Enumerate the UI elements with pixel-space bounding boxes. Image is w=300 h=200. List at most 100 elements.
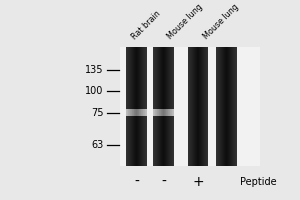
Bar: [167, 47, 168, 166]
Bar: [132, 47, 133, 166]
Text: 63: 63: [91, 140, 104, 150]
Bar: [163, 109, 164, 116]
Bar: [173, 47, 174, 166]
Bar: [164, 109, 165, 116]
Bar: [222, 47, 223, 166]
Bar: [159, 109, 160, 116]
Bar: [170, 47, 171, 166]
Bar: [157, 109, 158, 116]
Bar: [169, 47, 170, 166]
Bar: [127, 47, 128, 166]
Bar: [192, 47, 193, 166]
Bar: [129, 109, 130, 116]
Bar: [134, 47, 135, 166]
Bar: [165, 109, 166, 116]
Bar: [170, 109, 171, 116]
Bar: [201, 47, 202, 166]
Text: 100: 100: [85, 86, 103, 96]
Bar: [169, 47, 170, 166]
Bar: [136, 109, 137, 116]
Bar: [153, 47, 154, 166]
Bar: [155, 109, 156, 116]
Bar: [139, 109, 140, 116]
Bar: [145, 109, 146, 116]
Bar: [221, 47, 222, 166]
Bar: [133, 47, 134, 166]
Bar: [138, 109, 139, 116]
Text: Rat brain: Rat brain: [130, 9, 163, 41]
Bar: [233, 47, 234, 166]
Bar: [199, 47, 200, 166]
Text: +: +: [192, 175, 204, 189]
Bar: [167, 109, 168, 116]
Bar: [139, 47, 140, 166]
Bar: [220, 47, 221, 166]
Bar: [131, 47, 132, 166]
Bar: [172, 109, 173, 116]
Bar: [137, 47, 138, 166]
Bar: [188, 47, 189, 166]
Bar: [126, 47, 127, 166]
Bar: [166, 109, 167, 116]
Bar: [236, 47, 237, 166]
Bar: [206, 47, 207, 166]
Bar: [143, 47, 144, 166]
Bar: [135, 47, 136, 166]
Bar: [216, 47, 217, 166]
Bar: [217, 47, 218, 166]
Bar: [189, 47, 190, 166]
Bar: [161, 109, 162, 116]
Bar: [234, 47, 235, 166]
Bar: [228, 47, 229, 166]
Text: -: -: [161, 175, 166, 189]
Bar: [146, 109, 147, 116]
Text: Mouse lung: Mouse lung: [202, 2, 241, 41]
Bar: [196, 47, 197, 166]
Bar: [137, 109, 138, 116]
Bar: [164, 47, 165, 166]
Bar: [168, 47, 169, 166]
Bar: [161, 47, 162, 166]
Text: -: -: [134, 175, 139, 189]
Text: 135: 135: [85, 65, 104, 75]
Bar: [224, 47, 225, 166]
Bar: [190, 47, 191, 166]
Bar: [153, 109, 154, 116]
Bar: [132, 109, 133, 116]
Bar: [162, 109, 163, 116]
Bar: [219, 47, 220, 166]
Bar: [171, 47, 172, 166]
Bar: [141, 109, 142, 116]
Bar: [128, 109, 129, 116]
Bar: [172, 47, 173, 166]
Bar: [232, 47, 233, 166]
Bar: [205, 47, 206, 166]
Bar: [156, 47, 157, 166]
Bar: [200, 47, 201, 166]
Bar: [140, 47, 141, 166]
Bar: [171, 109, 172, 116]
Bar: [227, 47, 228, 166]
Bar: [204, 47, 205, 166]
Bar: [223, 47, 224, 166]
Bar: [128, 47, 129, 166]
Bar: [146, 47, 147, 166]
Text: Mouse lung: Mouse lung: [166, 2, 205, 41]
Bar: [126, 109, 127, 116]
Bar: [162, 47, 163, 166]
Bar: [158, 109, 159, 116]
Bar: [218, 47, 219, 166]
Bar: [160, 109, 161, 116]
Bar: [235, 47, 236, 166]
Bar: [165, 47, 166, 166]
Bar: [138, 47, 139, 166]
Text: Peptide: Peptide: [240, 177, 277, 187]
Bar: [197, 47, 198, 166]
Bar: [134, 109, 135, 116]
Bar: [166, 47, 167, 166]
Bar: [133, 109, 134, 116]
Bar: [173, 109, 174, 116]
Bar: [229, 47, 230, 166]
Bar: [156, 109, 157, 116]
Bar: [231, 47, 232, 166]
